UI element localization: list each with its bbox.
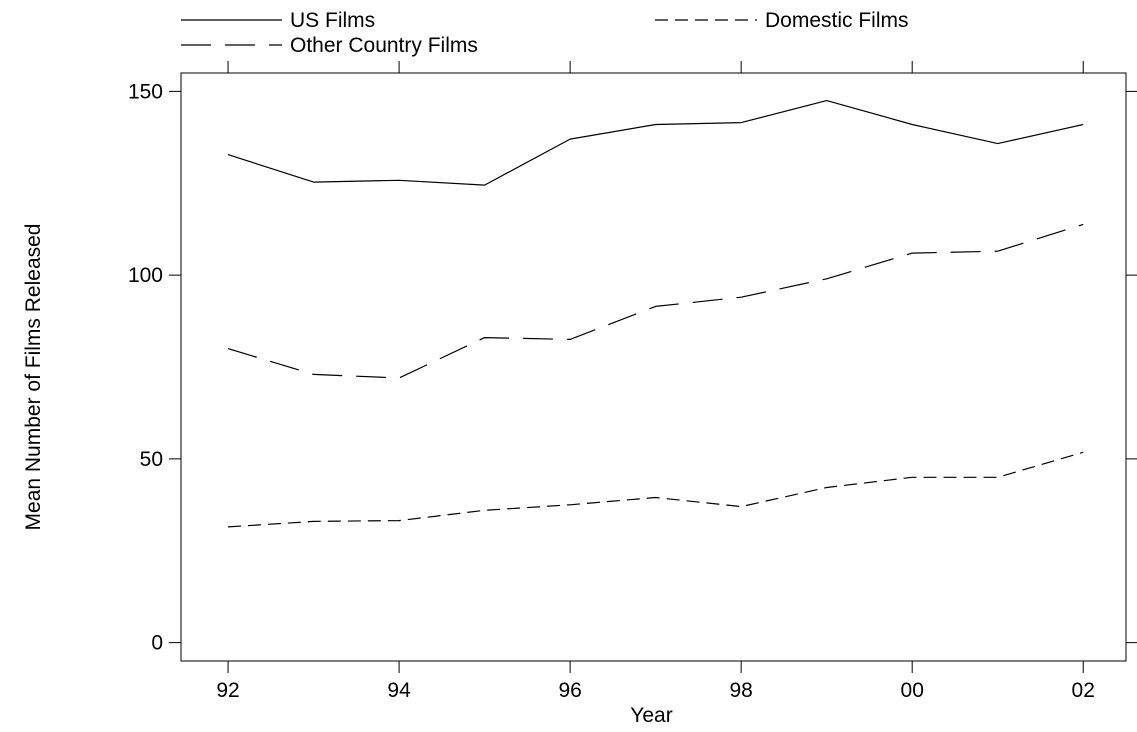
legend-label-us-films: US Films — [290, 9, 375, 32]
x-tick-label-00: 00 — [901, 679, 924, 702]
legend: US Films Domestic Films Other Country Film… — [181, 9, 909, 57]
series-lines — [227, 99, 1084, 528]
series-line-domestic-films — [227, 451, 1084, 528]
legend-label-other-country-films: Other Country Films — [290, 34, 478, 57]
y-axis: 0 50 100 150 — [128, 80, 1137, 655]
y-axis-title: Mean Number of Films Released — [22, 224, 45, 531]
series-line-other-country-films — [227, 223, 1084, 379]
x-tick-label-92: 92 — [216, 679, 239, 702]
plot-area-frame — [180, 72, 1127, 662]
x-tick-label-94: 94 — [387, 679, 411, 702]
x-axis-title: Year — [630, 704, 672, 727]
legend-label-domestic-films: Domestic Films — [765, 9, 909, 32]
x-tick-label-96: 96 — [558, 679, 581, 702]
y-tick-label-0: 0 — [151, 632, 163, 655]
x-tick-label-02: 02 — [1072, 679, 1095, 702]
x-axis: 92 94 96 98 00 02 — [216, 61, 1095, 702]
y-tick-label-150: 150 — [128, 80, 163, 103]
x-tick-label-98: 98 — [729, 679, 752, 702]
y-tick-label-50: 50 — [140, 448, 163, 471]
y-tick-label-100: 100 — [128, 264, 163, 287]
series-line-us-films — [227, 99, 1084, 186]
